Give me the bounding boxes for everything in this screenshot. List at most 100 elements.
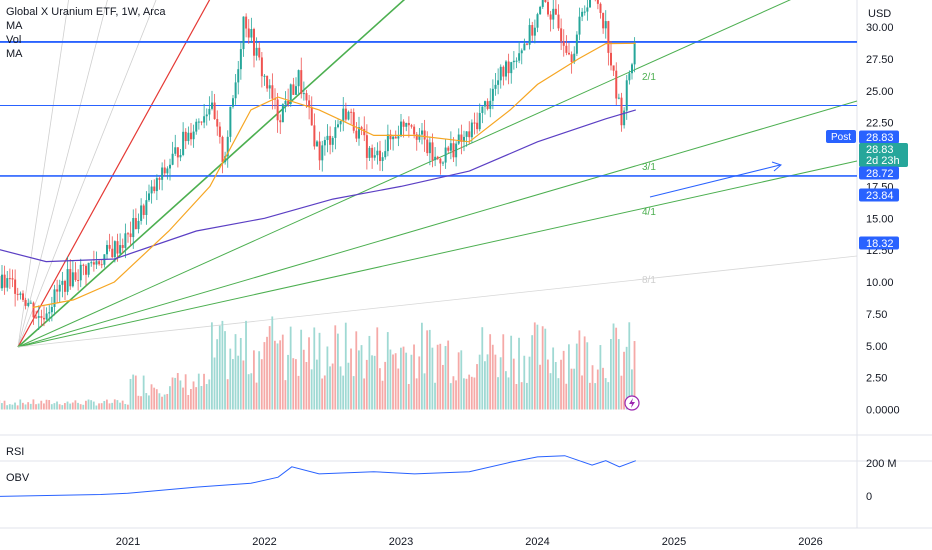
time-tick-label: 2021: [116, 536, 140, 548]
volume-bar: [79, 404, 82, 410]
candle-body: [368, 147, 371, 158]
volume-bar: [581, 375, 583, 410]
volume-bar: [29, 403, 32, 410]
candle-body: [463, 136, 465, 142]
candle-body: [407, 122, 410, 126]
volume-bar: [481, 327, 484, 410]
volume-bar: [19, 399, 22, 410]
candle-body: [633, 43, 636, 65]
volume-bar: [148, 395, 150, 410]
volume-bar: [610, 338, 612, 410]
volume-bar: [108, 403, 111, 410]
volume-bar: [66, 401, 69, 410]
candle-body: [526, 43, 528, 45]
candle-body: [121, 245, 124, 248]
candle-body: [284, 100, 287, 105]
candle-body: [552, 8, 555, 20]
volume-bar: [355, 331, 358, 410]
candle-body: [531, 25, 534, 36]
volume-bar: [358, 350, 360, 410]
candle-body: [216, 119, 219, 127]
volume-bar: [237, 355, 240, 410]
candle-body: [512, 60, 515, 63]
candle-body: [484, 101, 486, 107]
volume-bar: [442, 364, 444, 410]
candle-body: [53, 289, 56, 307]
volume-bar: [166, 393, 169, 410]
volume-bar: [221, 320, 224, 410]
volume-bar: [460, 350, 463, 410]
candle-body: [169, 164, 171, 169]
volume-bar: [363, 378, 366, 410]
price-tick-label: 27.50: [866, 54, 894, 66]
volume-bar: [373, 355, 376, 410]
candle-body: [213, 102, 216, 120]
volume-bar: [365, 359, 368, 410]
candle-body: [74, 272, 77, 280]
volume-bar: [486, 354, 489, 410]
price-tick-label: 22.50: [866, 118, 894, 130]
candle-body: [344, 108, 347, 120]
candle-body: [617, 97, 620, 99]
volume-bar: [182, 387, 184, 410]
candle-body: [436, 156, 439, 159]
volume-bar: [184, 374, 187, 410]
candle-body: [148, 193, 150, 201]
candle-body: [200, 121, 203, 123]
candle-body: [623, 110, 626, 126]
candle-body: [232, 98, 234, 107]
volume-bar: [318, 332, 321, 410]
candle-body: [179, 154, 182, 158]
rsi-pane-label: RSI: [6, 446, 25, 458]
volume-bar: [625, 346, 628, 410]
candle-body: [100, 264, 103, 266]
volume-bar: [321, 378, 324, 410]
candle-body: [205, 114, 208, 117]
candle-body: [234, 82, 237, 99]
volume-bar: [476, 364, 478, 410]
volume-bar: [541, 326, 544, 410]
candle-body: [560, 28, 563, 42]
volume-bar: [297, 375, 300, 410]
candle-body: [384, 151, 387, 158]
candle-body: [497, 80, 500, 85]
volume-bar: [536, 324, 539, 410]
volume-bar: [171, 377, 174, 410]
volume-bar: [140, 396, 142, 410]
ma200-price-tag: 23.84: [866, 190, 894, 202]
last-price-tag: 28.83: [866, 144, 894, 156]
volume-bar: [591, 365, 594, 410]
volume-bar: [213, 357, 216, 410]
volume-bar: [85, 400, 87, 410]
volume-bar: [121, 400, 124, 410]
volume-bar: [145, 393, 148, 410]
candle-body: [631, 64, 633, 74]
candle-body: [439, 158, 442, 164]
candle-body: [421, 130, 423, 135]
volume-bar: [103, 400, 106, 410]
volume-bar: [129, 378, 132, 410]
price-tick-label: 5.00: [866, 341, 887, 353]
candle-body: [339, 120, 342, 125]
volume-bar: [436, 344, 439, 410]
candle-body: [250, 29, 253, 38]
candle-body: [43, 317, 45, 320]
volume-bar: [14, 402, 16, 410]
volume-bar: [565, 383, 568, 410]
volume-bar: [300, 329, 303, 410]
candle-body: [255, 47, 258, 56]
candle-body: [279, 120, 282, 123]
volume-bar: [389, 349, 392, 410]
volume-bar: [292, 358, 295, 410]
candle-body: [476, 122, 479, 130]
candle-body: [570, 54, 573, 63]
volume-bar: [397, 368, 400, 410]
volume-bar: [271, 316, 274, 410]
volume-bar: [562, 350, 565, 410]
candle-body: [539, 6, 542, 15]
volume-bar: [428, 329, 431, 410]
volume-bar: [384, 361, 387, 410]
candle-body: [581, 11, 584, 17]
volume-bar: [279, 340, 282, 410]
candle-body: [379, 150, 381, 162]
